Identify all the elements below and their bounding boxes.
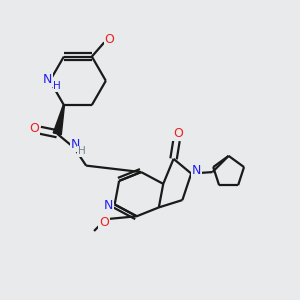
Text: N: N	[42, 73, 52, 86]
Text: N: N	[192, 164, 201, 177]
Text: O: O	[29, 122, 39, 135]
Text: O: O	[173, 127, 183, 140]
Text: N: N	[104, 200, 113, 212]
Text: N: N	[71, 139, 80, 152]
Text: H: H	[53, 81, 61, 91]
Polygon shape	[53, 105, 64, 135]
Text: O: O	[99, 216, 109, 229]
Text: O: O	[105, 33, 115, 46]
Text: H: H	[78, 146, 86, 157]
